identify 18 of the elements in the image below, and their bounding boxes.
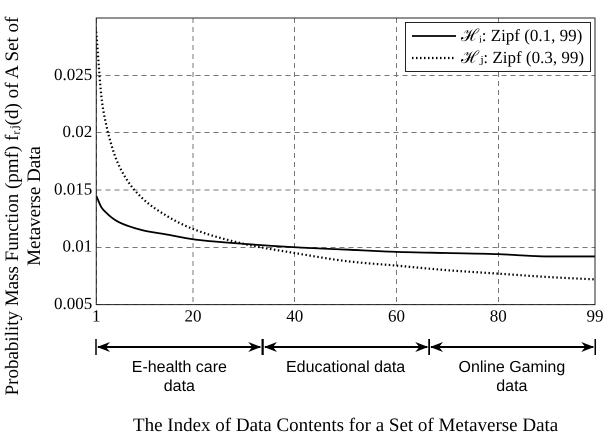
y-tick-label: 0.005 xyxy=(54,294,92,314)
y-tick-label: 0.02 xyxy=(62,122,92,142)
x-tick-label: 80 xyxy=(490,306,507,326)
y-tick-label: 0.01 xyxy=(62,236,92,256)
legend-label: ℋⱼ: Zipf (0.3, 99) xyxy=(460,47,584,69)
x-tick-label: 99 xyxy=(586,306,604,326)
x-tick-label: 20 xyxy=(184,306,202,326)
text: Educational data xyxy=(286,358,406,377)
text: Online Gaming data xyxy=(458,358,566,396)
x-tick-label: 1 xyxy=(92,306,100,326)
x-axis-title: The Index of Data Contents for a Set of Metaverse Data xyxy=(133,415,558,437)
x-tick-label: 40 xyxy=(286,306,304,326)
y-axis-title: Probability Mass Function (pmf) fᵣⱼ(d) of A Set of Metaverse Data xyxy=(2,16,46,398)
legend-label: ℋᵢ: Zipf (0.1, 99) xyxy=(460,25,582,47)
y-tick-label: 0.015 xyxy=(54,179,92,198)
text: E-health care data xyxy=(130,358,228,396)
x-tick-label: 60 xyxy=(388,306,406,326)
y-tick-label: 0.025 xyxy=(54,64,92,84)
